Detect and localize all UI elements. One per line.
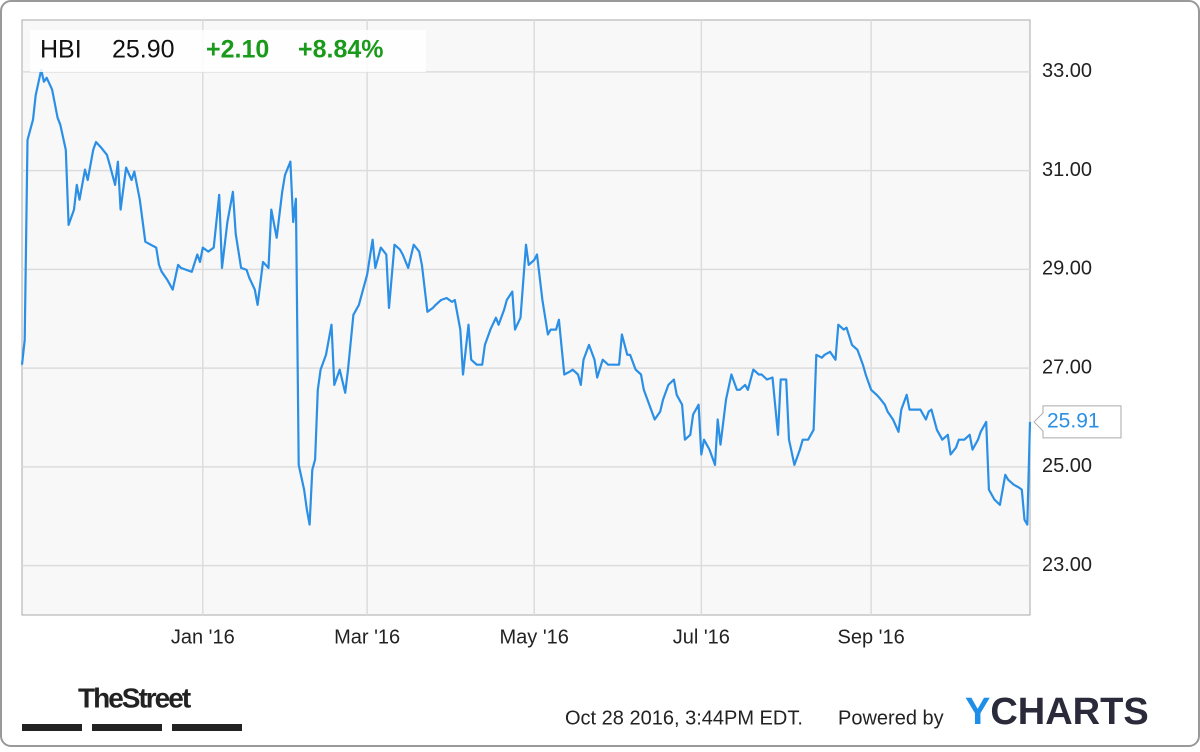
x-tick-label: May '16 [500, 626, 569, 648]
brand: TheStreet [78, 682, 191, 713]
last-value-label: 25.91 [1047, 409, 1100, 432]
grid [22, 20, 1030, 615]
brand-bar [172, 724, 242, 731]
x-tick-label: Sep '16 [838, 626, 905, 648]
y-tick-label: 27.00 [1042, 356, 1092, 378]
logo: YCHARTS [965, 691, 1149, 733]
ticker: HBI [40, 36, 82, 64]
brand-bar [92, 724, 162, 731]
y-tick-label: 31.00 [1042, 159, 1092, 181]
brand-bar [22, 724, 82, 731]
y-tick-label: 25.00 [1042, 455, 1092, 477]
x-tick-label: Mar '16 [334, 626, 400, 648]
y-tick-label: 29.00 [1042, 258, 1092, 280]
price: 25.90 [112, 36, 175, 64]
price-line [20, 68, 1032, 526]
x-tick-label: Jul '16 [673, 626, 730, 648]
quote-box [30, 30, 426, 72]
timestamp: Oct 28 2016, 3:44PM EDT. [565, 707, 803, 729]
plot-area [21, 19, 1031, 616]
plot [20, 68, 1032, 526]
last-value-flag [1033, 405, 1122, 439]
change: +2.10 [206, 36, 269, 64]
y-tick-label: 23.00 [1042, 554, 1092, 576]
powered-by: Powered by [838, 707, 944, 729]
change-pct: +8.84% [298, 36, 384, 64]
y-tick-label: 33.00 [1042, 60, 1092, 82]
x-tick-label: Jan '16 [171, 626, 235, 648]
